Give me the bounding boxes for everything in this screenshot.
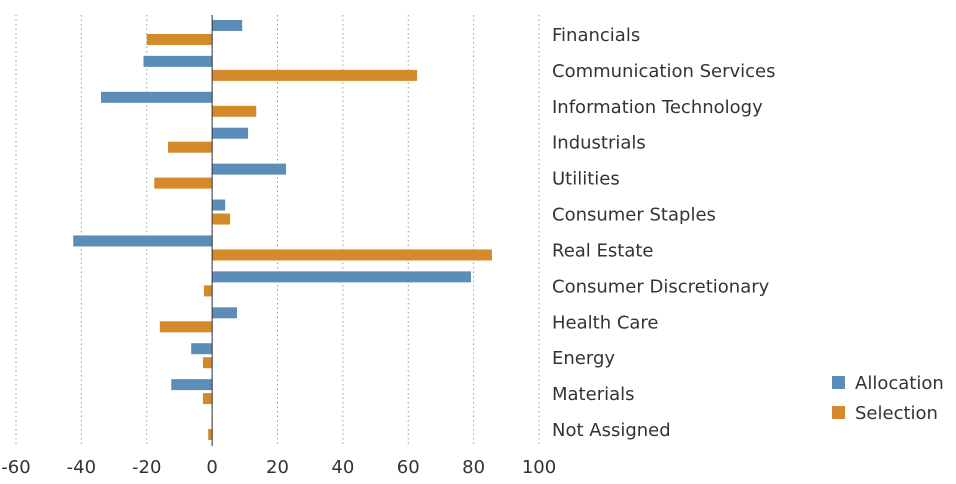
x-tick-label: 0: [206, 457, 217, 478]
legend-swatch: [832, 376, 845, 389]
category-label: Health Care: [552, 312, 659, 333]
bar: [208, 429, 213, 441]
x-tick-label: 60: [397, 457, 420, 478]
bar: [212, 213, 231, 225]
x-tick-label: -40: [67, 457, 96, 478]
category-label: Financials: [552, 25, 640, 46]
bar: [146, 33, 213, 45]
bar: [202, 357, 213, 369]
bar: [212, 199, 226, 211]
bar: [212, 163, 286, 175]
category-label: Materials: [552, 384, 635, 405]
bar: [100, 91, 213, 103]
bar: [159, 321, 213, 333]
bar: [212, 307, 237, 319]
bar: [212, 19, 243, 31]
category-label: Consumer Staples: [552, 205, 716, 226]
x-tick-label: 40: [331, 457, 354, 478]
category-label: Real Estate: [552, 240, 654, 261]
bar: [212, 271, 472, 283]
category-label: Utilities: [552, 169, 620, 190]
bar: [191, 343, 213, 355]
category-label: Industrials: [552, 133, 646, 154]
bar: [212, 69, 418, 81]
bar: [212, 105, 257, 117]
x-tick-label: 100: [522, 457, 556, 478]
x-tick-label: -60: [1, 457, 30, 478]
bar: [212, 249, 492, 261]
legend-label: Selection: [855, 403, 938, 424]
bar: [212, 127, 249, 139]
bar: [202, 393, 213, 405]
category-label: Energy: [552, 348, 615, 369]
category-label: Consumer Discretionary: [552, 276, 770, 297]
category-label: Information Technology: [552, 97, 763, 118]
x-tick-label: 20: [266, 457, 289, 478]
legend-swatch: [832, 406, 845, 419]
category-label: Communication Services: [552, 61, 776, 82]
bar: [167, 141, 213, 153]
bar: [154, 177, 213, 189]
category-label: Not Assigned: [552, 420, 671, 441]
x-tick-label: -20: [132, 457, 161, 478]
legend-label: Allocation: [855, 373, 944, 394]
x-tick-label: 80: [462, 457, 485, 478]
bar: [73, 235, 213, 247]
bar: [143, 55, 213, 67]
bar: [203, 285, 213, 297]
bar: [171, 379, 213, 391]
